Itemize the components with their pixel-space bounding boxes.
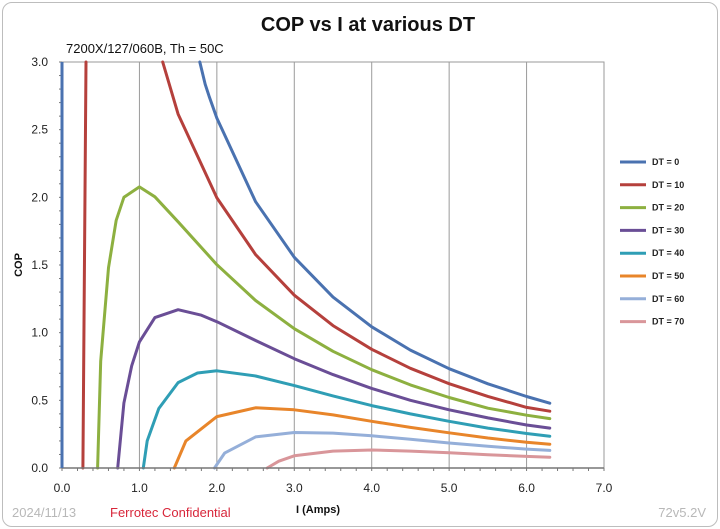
series-line-dt40 [141, 369, 552, 470]
legend: DT = 0 DT = 10 DT = 20 DT = 30 DT = 40 DT = 5… [620, 157, 684, 327]
x-tick-labels: 0.0 1.0 2.0 3.0 4.0 5.0 6.0 7.0 [54, 481, 613, 495]
legend-label: DT = 70 [652, 317, 684, 327]
plot-area [61, 61, 605, 469]
x-axis-label: I (Amps) [296, 504, 340, 516]
legend-label: DT = 60 [652, 294, 684, 304]
y-tick-label: 2.5 [31, 123, 48, 137]
x-tick-label: 6.0 [518, 481, 535, 495]
y-tick-label: 0.5 [31, 393, 48, 407]
series-line-dt0 [198, 60, 552, 405]
series-line-dt10 [81, 60, 552, 470]
footer-confidential: Ferrotec Confidential [110, 505, 231, 520]
x-tick-label: 0.0 [54, 481, 71, 495]
y-tick-label: 0.0 [31, 461, 48, 475]
axes [59, 61, 605, 471]
legend-label: DT = 0 [652, 157, 679, 167]
x-tick-label: 1.0 [131, 481, 148, 495]
footer-version: 72v5.2V [658, 505, 706, 520]
x-tick-label: 3.0 [286, 481, 303, 495]
legend-label: DT = 10 [652, 180, 684, 190]
series-line-dt50 [172, 406, 552, 470]
y-tick-label: 1.5 [31, 258, 48, 272]
series-line-dt30 [116, 308, 552, 470]
chart-subtitle: 7200X/127/060B, Th = 50C [66, 41, 224, 56]
series-lines [81, 60, 552, 470]
x-tick-label: 2.0 [209, 481, 226, 495]
grid [61, 61, 605, 469]
y-tick-labels: 0.0 0.5 1.0 1.5 2.0 2.5 3.0 [31, 55, 48, 475]
chart-title: COP vs I at various DT [261, 14, 475, 36]
series-line-dt70 [265, 448, 552, 470]
x-tick-label: 4.0 [363, 481, 380, 495]
y-tick-label: 3.0 [31, 55, 48, 69]
y-axis-label: COP [13, 253, 25, 277]
legend-label: DT = 30 [652, 225, 684, 235]
legend-label: DT = 50 [652, 271, 684, 281]
legend-label: DT = 40 [652, 248, 684, 258]
y-tick-label: 1.0 [31, 326, 48, 340]
x-tick-label: 7.0 [596, 481, 613, 495]
y-tick-label: 2.0 [31, 190, 48, 204]
series-line-dt60 [213, 431, 552, 470]
footer-date: 2024/11/13 [12, 505, 76, 520]
x-tick-label: 5.0 [441, 481, 458, 495]
series-line-dt20 [96, 185, 552, 470]
legend-label: DT = 20 [652, 203, 684, 213]
